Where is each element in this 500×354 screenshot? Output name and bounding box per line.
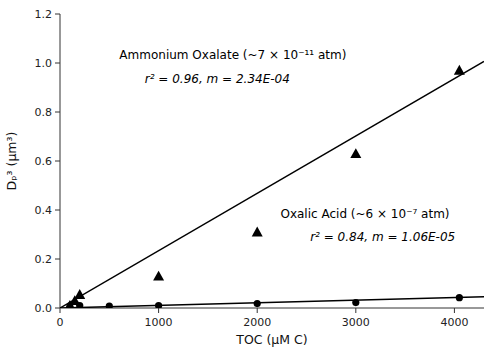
x-axis-line bbox=[60, 308, 484, 309]
annotation: r² = 0.96, m = 2.34E-04 bbox=[145, 72, 290, 86]
y-tick bbox=[55, 259, 60, 260]
y-tick-label: 0.2 bbox=[35, 253, 53, 266]
x-tick-label: 4000 bbox=[440, 316, 468, 329]
point-triangle bbox=[454, 65, 465, 75]
x-tick bbox=[355, 308, 356, 313]
x-tick-label: 1000 bbox=[145, 316, 173, 329]
point-triangle bbox=[252, 227, 263, 237]
point-circle bbox=[66, 303, 73, 308]
point-triangle bbox=[153, 271, 164, 281]
point-circle bbox=[352, 299, 359, 306]
y-tick bbox=[55, 14, 60, 15]
y-tick-label: 1.2 bbox=[35, 8, 53, 21]
y-tick bbox=[55, 210, 60, 211]
y-tick bbox=[55, 63, 60, 64]
point-triangle bbox=[74, 289, 85, 299]
x-tick bbox=[158, 308, 159, 313]
x-tick-label: 2000 bbox=[243, 316, 271, 329]
y-tick-label: 0.4 bbox=[35, 204, 53, 217]
x-tick bbox=[257, 308, 258, 313]
background bbox=[0, 0, 500, 354]
fit-line bbox=[60, 61, 484, 308]
x-axis-label: TOC (μM C) bbox=[235, 332, 307, 347]
annotation: Ammonium Oxalate (~7 × 10⁻¹¹ atm) bbox=[119, 48, 346, 62]
y-tick bbox=[55, 308, 60, 309]
x-tick-label: 0 bbox=[57, 316, 64, 329]
plot-area bbox=[60, 61, 484, 308]
point-circle bbox=[254, 300, 261, 307]
y-tick bbox=[55, 112, 60, 113]
fit-line bbox=[60, 297, 484, 308]
point-triangle bbox=[350, 148, 361, 158]
y-tick bbox=[55, 161, 60, 162]
y-tick-label: 0.0 bbox=[35, 302, 53, 315]
y-axis-label: Dₚ³ (μm³) bbox=[4, 132, 19, 191]
point-circle bbox=[106, 302, 113, 308]
y-tick-label: 1.0 bbox=[35, 57, 53, 70]
axes: 0 1000 2000 3000 4000 0.0 0.2 0.4 0.6 0.8 1.0 1.2 bbox=[35, 8, 485, 329]
chart: 0 1000 2000 3000 4000 0.0 0.2 0.4 0.6 0.8 1.0 1.2 TO… bbox=[0, 0, 500, 354]
x-tick bbox=[454, 308, 455, 313]
point-circle bbox=[76, 302, 83, 308]
point-circle bbox=[155, 302, 162, 308]
annotation: r² = 0.84, m = 1.06E-05 bbox=[310, 230, 455, 244]
x-tick-label: 3000 bbox=[342, 316, 370, 329]
annotation: Oxalic Acid (~6 × 10⁻⁷ atm) bbox=[280, 207, 449, 221]
x-tick bbox=[60, 308, 61, 313]
y-tick-label: 0.6 bbox=[35, 155, 53, 168]
annotations: Ammonium Oxalate (~7 × 10⁻¹¹ atm) r² = 0.… bbox=[119, 48, 455, 244]
y-tick-label: 0.8 bbox=[35, 106, 53, 119]
point-circle bbox=[456, 294, 463, 301]
